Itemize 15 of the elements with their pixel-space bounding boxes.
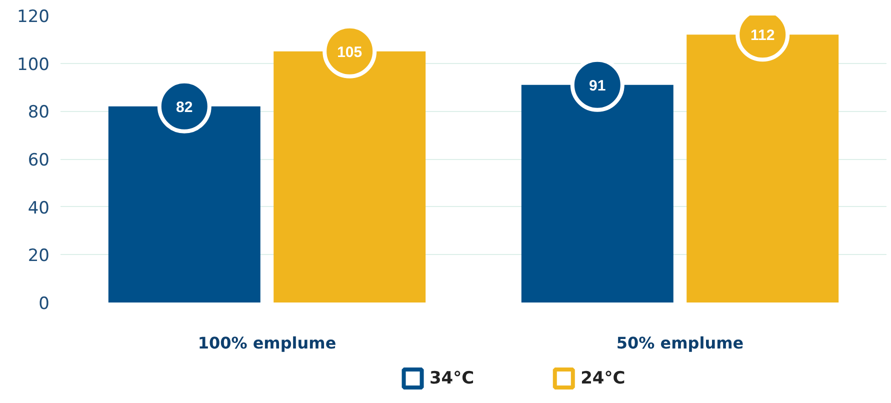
data-label: 105 bbox=[337, 44, 362, 61]
data-label: 82 bbox=[176, 98, 193, 116]
data-label: 91 bbox=[589, 77, 606, 94]
legend-label: 24°C bbox=[580, 368, 626, 388]
x-tick-label: 50% emplume bbox=[616, 334, 744, 352]
x-tick-label: 100% emplume bbox=[198, 334, 336, 352]
y-tick-label: 100 bbox=[17, 54, 50, 75]
y-tick-label: 120 bbox=[17, 7, 50, 27]
y-tick-label: 60 bbox=[28, 150, 50, 170]
y-tick-label: 80 bbox=[28, 102, 50, 123]
legend-label: 34°C bbox=[429, 368, 474, 388]
y-tick-label: 40 bbox=[28, 198, 50, 218]
data-label: 112 bbox=[750, 27, 775, 44]
y-tick-label: 20 bbox=[28, 246, 50, 266]
y-tick-label: 0 bbox=[38, 294, 50, 314]
